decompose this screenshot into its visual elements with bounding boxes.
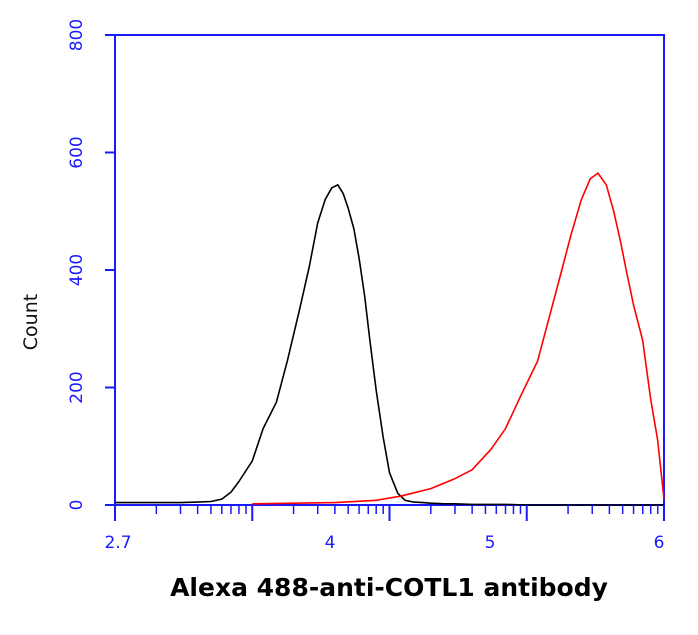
series-layer <box>115 172 665 506</box>
y-tick-label: 200 <box>67 371 87 403</box>
y-axis-title: Count <box>20 294 42 350</box>
y-tick-label: 400 <box>67 254 87 286</box>
plot-frame-layer <box>114 34 665 506</box>
y-tick-label: 600 <box>67 136 87 168</box>
x-tick-label: 6 <box>654 533 665 553</box>
histogram-series-1 <box>115 184 664 506</box>
y-tick-label: 0 <box>67 500 87 511</box>
x-tick-label: 5 <box>485 533 496 553</box>
histogram-series-2 <box>252 172 665 505</box>
x-axis-title: Alexa 488-anti-COTL1 antibody <box>170 573 608 602</box>
tick-layer: 0 200 400 600 800 2.7 4 5 6 <box>67 19 665 553</box>
plot-frame <box>114 34 665 506</box>
x-tick-label: 4 <box>325 533 336 553</box>
y-tick-label: 800 <box>67 19 87 51</box>
x-tick-label: 2.7 <box>104 533 131 553</box>
